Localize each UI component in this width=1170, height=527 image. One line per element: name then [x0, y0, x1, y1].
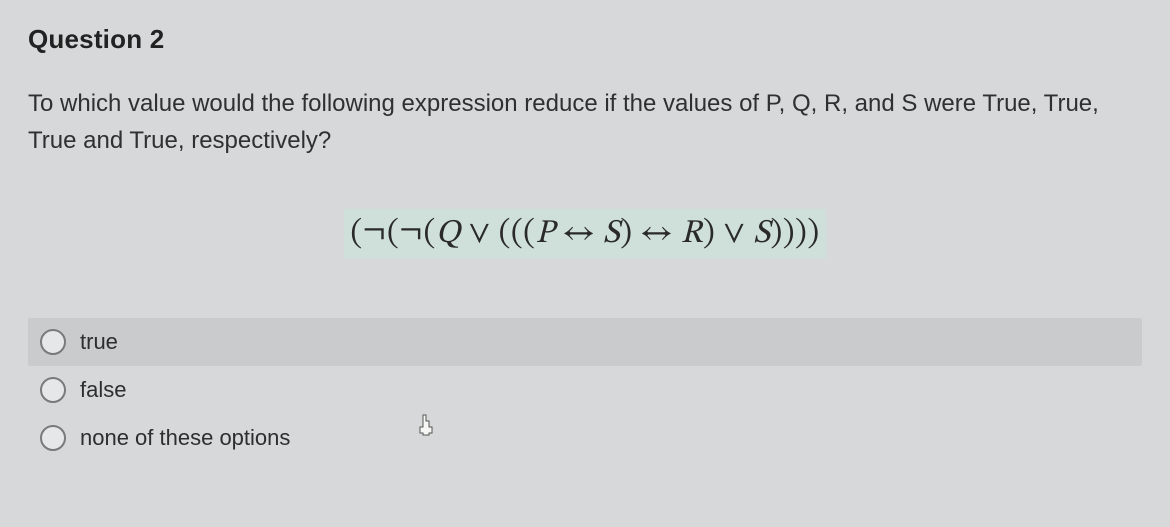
logic-expression: (¬(¬(Q ∨ (((P ↔ S) ↔ R) ∨ S)))) [344, 209, 825, 258]
question-number-heading: Question 2 [28, 24, 1142, 55]
question-card: Question 2 To which value would the foll… [0, 0, 1170, 527]
radio-icon[interactable] [40, 425, 66, 451]
option-label: false [80, 377, 126, 403]
expression-container: (¬(¬(Q ∨ (((P ↔ S) ↔ R) ∨ S)))) [28, 209, 1142, 258]
option-none[interactable]: none of these options [28, 414, 1142, 462]
option-label: none of these options [80, 425, 290, 451]
question-prompt-text: To which value would the following expre… [28, 85, 1108, 159]
radio-icon[interactable] [40, 329, 66, 355]
option-label: true [80, 329, 118, 355]
answer-options: true false none of these options [28, 318, 1142, 462]
radio-icon[interactable] [40, 377, 66, 403]
option-true[interactable]: true [28, 318, 1142, 366]
option-false[interactable]: false [28, 366, 1142, 414]
